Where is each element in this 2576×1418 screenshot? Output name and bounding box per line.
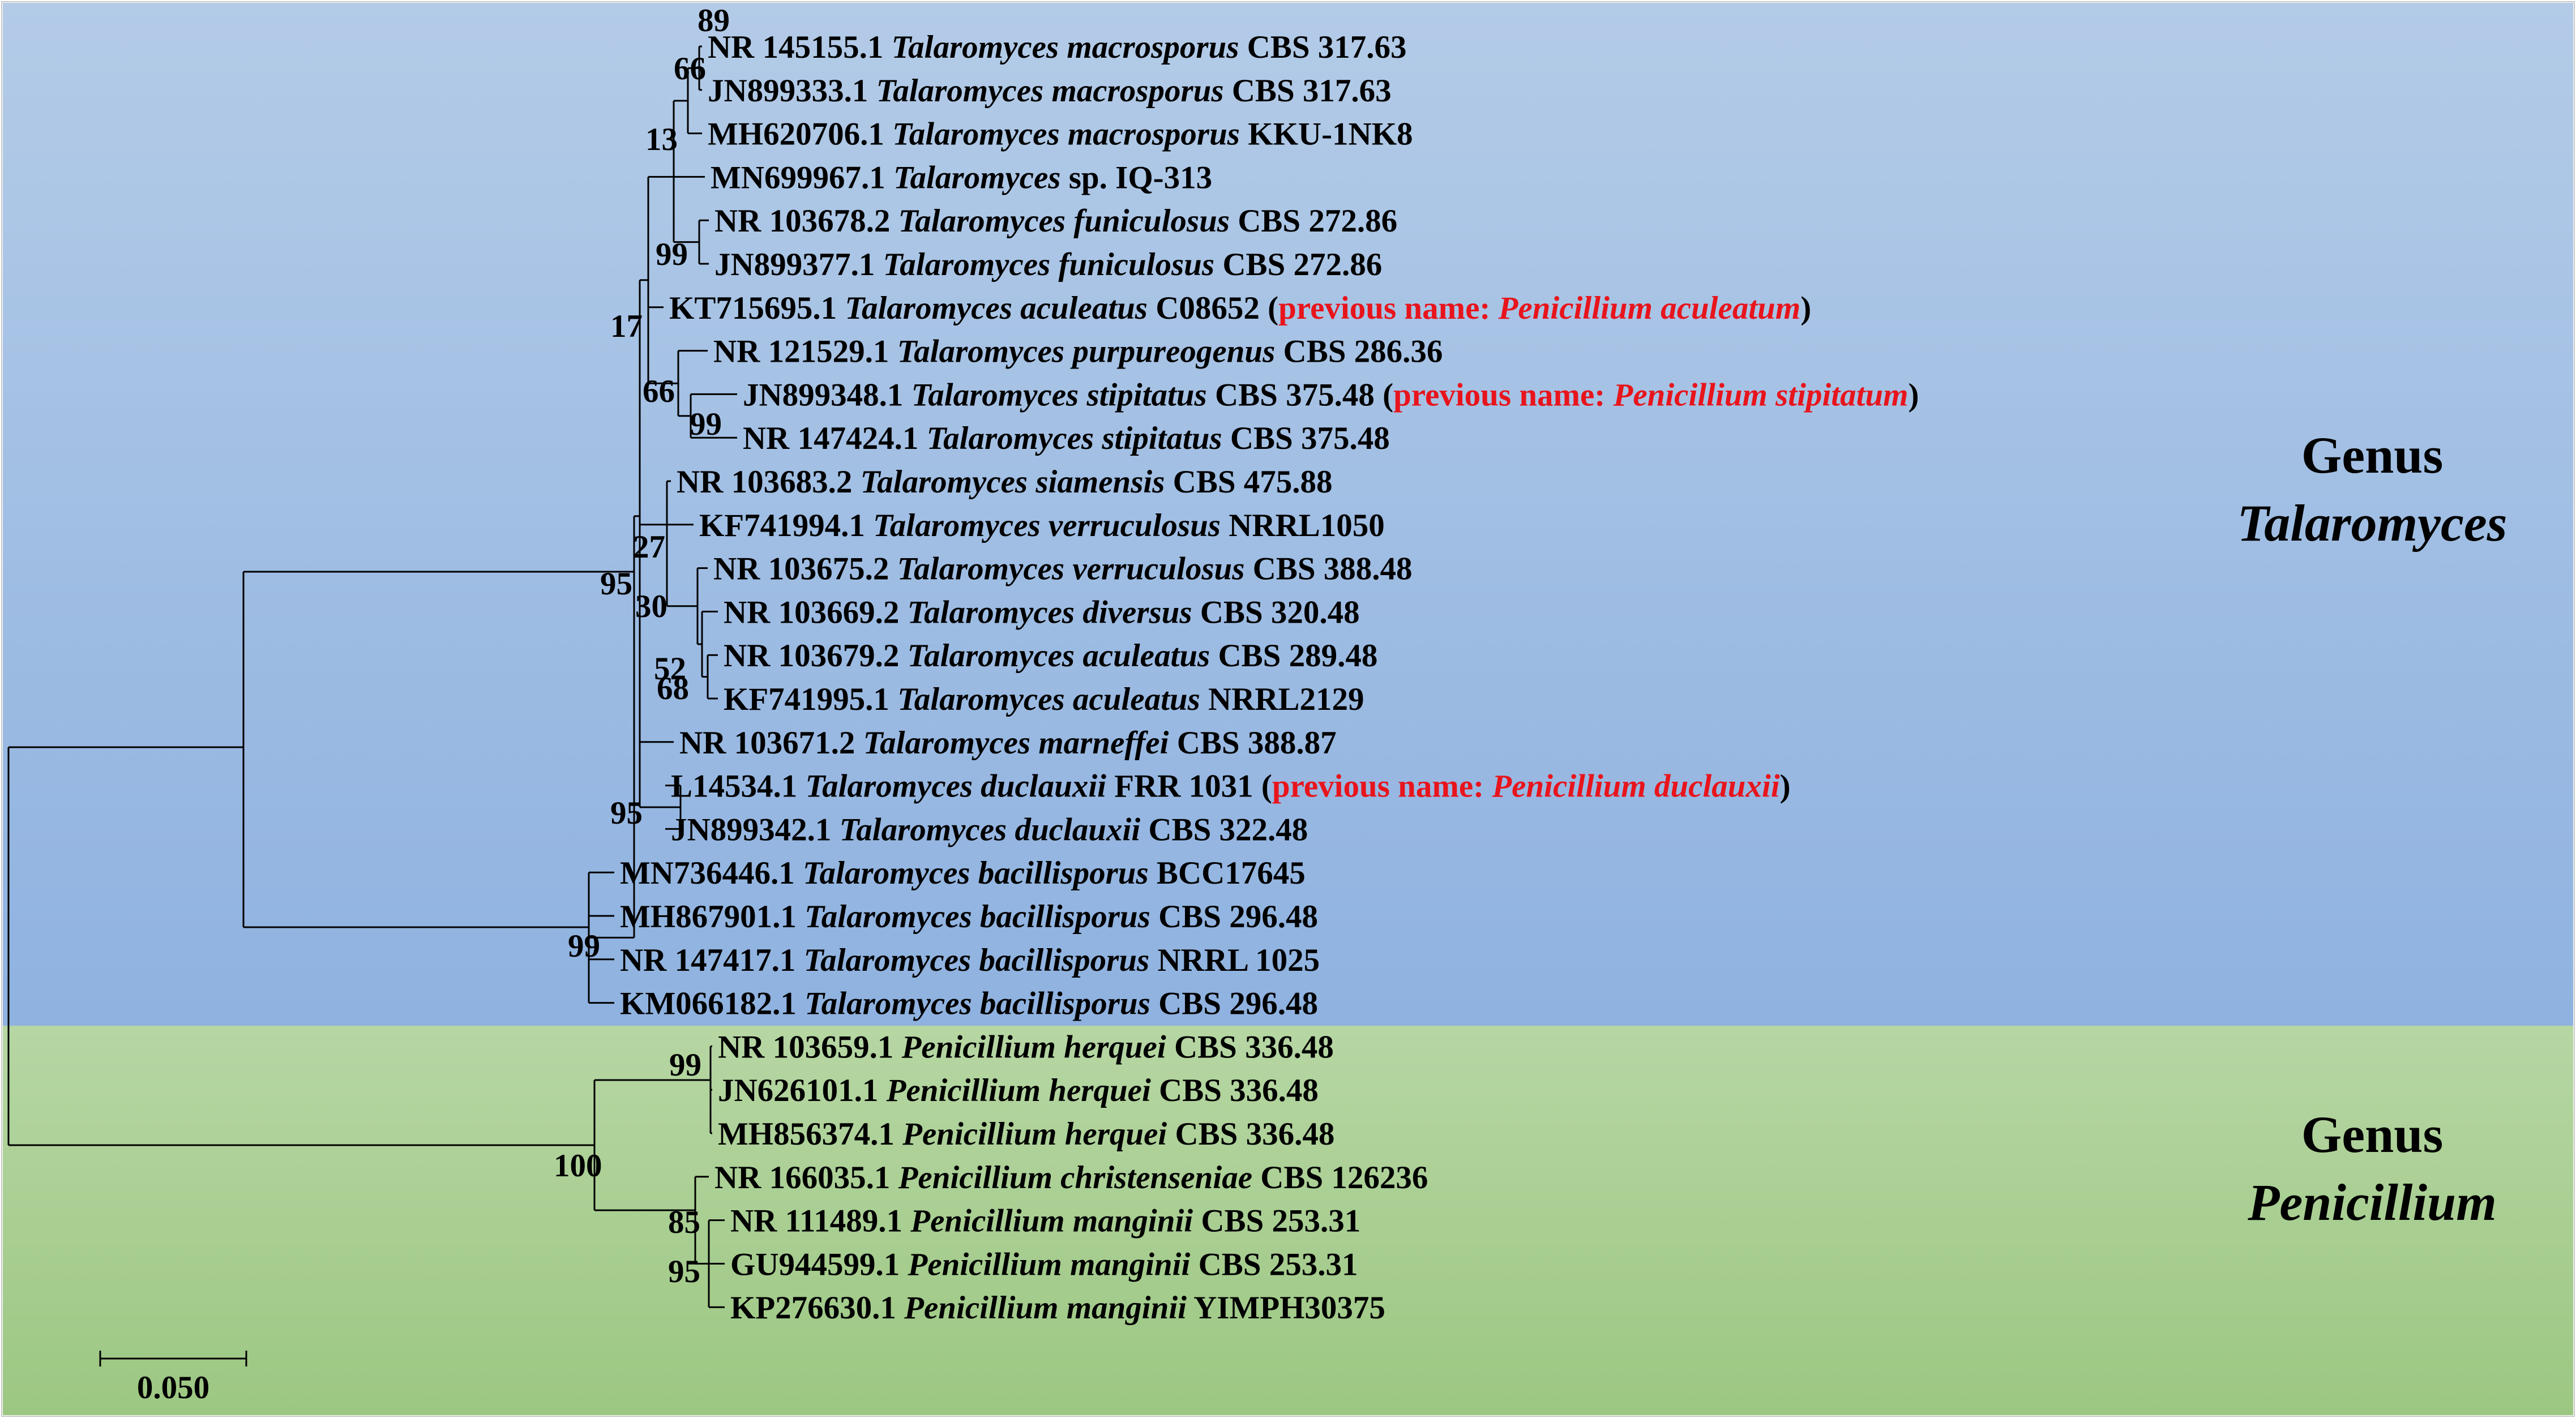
penicillium-genus-word: Genus — [2301, 1106, 2444, 1163]
bootstrap-value: 99 — [568, 928, 600, 964]
scale-bar: 0.050 — [99, 1351, 247, 1406]
leaf-label: NR 147424.1 Talaromyces stipitatus CBS 3… — [743, 421, 1390, 456]
bootstrap-value: 13 — [645, 122, 678, 157]
bootstrap-value: 95 — [600, 566, 632, 602]
leaf-label: GU944599.1 Penicillium manginii CBS 253.… — [730, 1246, 1358, 1282]
penicillium-clade-background — [3, 1026, 2573, 1415]
leaf-label: NR 147417.1 Talaromyces bacillisporus NR… — [620, 943, 1320, 978]
leaf-label: NR 103669.2 Talaromyces diversus CBS 320… — [724, 594, 1360, 630]
leaf-label: JN899377.1 Talaromyces funiculosus CBS 2… — [714, 247, 1382, 282]
bootstrap-value: 27 — [633, 529, 665, 565]
leaf-label: MN699967.1 Talaromyces sp. IQ-313 — [711, 160, 1212, 195]
leaf-label: L14534.1 Talaromyces duclauxii FRR 1031 … — [671, 769, 1791, 804]
bootstrap-value: 99 — [656, 237, 688, 272]
talaromyces-genus-word: Genus — [2301, 426, 2444, 484]
penicillium-genus-name: Penicillium — [2247, 1173, 2497, 1231]
talaromyces-genus-label: Genus Talaromyces — [2237, 426, 2507, 552]
talaromyces-genus-name: Talaromyces — [2237, 494, 2507, 552]
leaf-labels: NR 145155.1 Talaromyces macrosporus CBS … — [620, 29, 1919, 1326]
bootstrap-value: 99 — [669, 1047, 701, 1083]
leaf-label: MH856374.1 Penicillium herquei CBS 336.4… — [718, 1116, 1334, 1152]
leaf-label: KM066182.1 Talaromyces bacillisporus CBS… — [620, 986, 1318, 1022]
leaf-label: MN736446.1 Talaromyces bacillisporus BCC… — [620, 855, 1306, 891]
bootstrap-value: 100 — [554, 1148, 602, 1184]
bootstrap-value: 30 — [635, 589, 667, 624]
bootstrap-value: 17 — [610, 309, 643, 344]
scale-bar-label: 0.050 — [137, 1370, 209, 1406]
leaf-label: KP276630.1 Penicillium manginii YIMPH303… — [730, 1290, 1385, 1326]
leaf-label: KF741994.1 Talaromyces verruculosus NRRL… — [699, 508, 1385, 543]
leaf-label: NR 121529.1 Talaromyces purpureogenus CB… — [713, 334, 1443, 370]
leaf-label: JN626101.1 Penicillium herquei CBS 336.4… — [718, 1073, 1319, 1108]
leaf-label: NR 103675.2 Talaromyces verruculosus CBS… — [713, 551, 1413, 587]
leaf-label: KF741995.1 Talaromyces aculeatus NRRL212… — [724, 682, 1364, 717]
bootstrap-value: 52 — [654, 651, 686, 687]
bootstrap-value: 66 — [643, 374, 675, 409]
leaf-label: NR 166035.1 Penicillium christenseniae C… — [714, 1160, 1428, 1196]
leaf-label: NR 111489.1 Penicillium manginii CBS 253… — [730, 1203, 1360, 1239]
bootstrap-value: 99 — [690, 406, 722, 442]
leaf-label: NR 103671.2 Talaromyces marneffei CBS 38… — [679, 725, 1337, 761]
leaf-label: KT715695.1 Talaromyces aculeatus C08652 … — [669, 290, 1811, 326]
leaf-label: NR 145155.1 Talaromyces macrosporus CBS … — [708, 29, 1407, 65]
bootstrap-value: 68 — [657, 671, 689, 706]
leaf-label: NR 103659.1 Penicillium herquei CBS 336.… — [718, 1029, 1334, 1065]
penicillium-genus-label: Genus Penicillium — [2247, 1106, 2497, 1231]
bootstrap-value: 85 — [668, 1205, 700, 1240]
leaf-label: JN899348.1 Talaromyces stipitatus CBS 37… — [743, 377, 1919, 413]
talaromyces-clade-background — [3, 3, 2573, 1026]
leaf-label: JN899333.1 Talaromyces macrosporus CBS 3… — [708, 73, 1392, 109]
bootstrap-value: 95 — [668, 1254, 700, 1290]
leaf-label: NR 103678.2 Talaromyces funiculosus CBS … — [714, 203, 1397, 239]
tree-branches — [7, 45, 737, 1308]
bootstrap-value: 66 — [674, 51, 706, 87]
leaf-label: JN899342.1 Talaromyces duclauxii CBS 322… — [671, 812, 1308, 847]
leaf-label: NR 103683.2 Talaromyces siamensis CBS 47… — [677, 464, 1333, 500]
leaf-label: NR 103679.2 Talaromyces aculeatus CBS 28… — [724, 638, 1377, 674]
bootstrap-value: 95 — [610, 795, 643, 831]
leaf-label: MH867901.1 Talaromyces bacillisporus CBS… — [620, 899, 1318, 935]
leaf-label: MH620706.1 Talaromyces macrosporus KKU-1… — [708, 117, 1413, 152]
bootstrap-value: 89 — [698, 3, 730, 38]
